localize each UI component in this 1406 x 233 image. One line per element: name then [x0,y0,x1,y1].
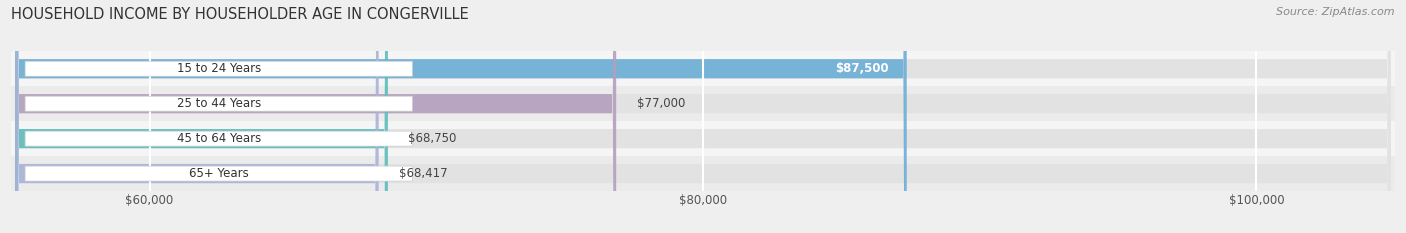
Text: 65+ Years: 65+ Years [188,167,249,180]
FancyBboxPatch shape [11,86,1395,121]
Text: HOUSEHOLD INCOME BY HOUSEHOLDER AGE IN CONGERVILLE: HOUSEHOLD INCOME BY HOUSEHOLDER AGE IN C… [11,7,470,22]
FancyBboxPatch shape [15,0,616,233]
Text: 45 to 64 Years: 45 to 64 Years [177,132,262,145]
FancyBboxPatch shape [25,166,412,181]
Text: $68,750: $68,750 [408,132,457,145]
Text: 15 to 24 Years: 15 to 24 Years [177,62,262,75]
FancyBboxPatch shape [25,131,412,146]
FancyBboxPatch shape [11,156,1395,191]
FancyBboxPatch shape [25,61,412,76]
Text: 25 to 44 Years: 25 to 44 Years [177,97,262,110]
FancyBboxPatch shape [11,51,1395,86]
FancyBboxPatch shape [15,0,388,233]
FancyBboxPatch shape [11,121,1395,156]
FancyBboxPatch shape [15,0,1391,233]
FancyBboxPatch shape [25,96,412,111]
FancyBboxPatch shape [15,0,378,233]
Text: $87,500: $87,500 [835,62,889,75]
FancyBboxPatch shape [15,0,1391,233]
Text: $77,000: $77,000 [637,97,685,110]
Text: Source: ZipAtlas.com: Source: ZipAtlas.com [1277,7,1395,17]
FancyBboxPatch shape [15,0,1391,233]
FancyBboxPatch shape [15,0,907,233]
Text: $68,417: $68,417 [399,167,447,180]
FancyBboxPatch shape [15,0,1391,233]
